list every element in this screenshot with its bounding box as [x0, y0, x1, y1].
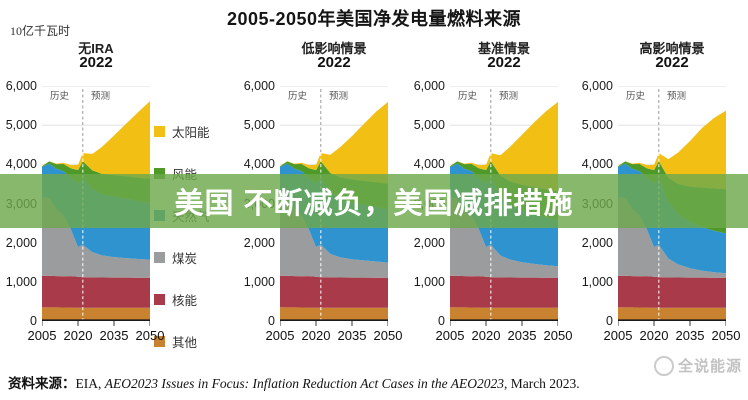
legend-item-nuclear: 核能: [154, 290, 230, 309]
x-tick-label: 2050: [711, 328, 741, 343]
y-tick-label: 1,000: [413, 274, 445, 289]
x-tick-label: 2050: [135, 328, 165, 343]
x-tick-label: 2005: [435, 328, 465, 343]
source-suffix: , March 2023.: [503, 376, 580, 391]
x-tick-label: 2020: [471, 328, 501, 343]
y-tick-label: 2,000: [243, 235, 275, 250]
y-tick-label: 1,000: [581, 274, 613, 289]
y-tick-label: 1,000: [5, 274, 37, 289]
forecast-label: 预测: [91, 91, 111, 102]
y-tick-label: 4,000: [581, 157, 613, 172]
legend-label: 煤炭: [172, 252, 198, 266]
x-axis-labels: 2005 2020 2035 2050: [266, 328, 403, 344]
y-tick-label: 4,000: [243, 157, 275, 172]
source-prefix: 资料来源：: [8, 376, 76, 391]
forecast-label: 预测: [329, 91, 349, 102]
y-tick-label: 4,000: [413, 157, 445, 172]
panel-subtitle-year: 2022: [655, 54, 689, 71]
panel-subtitle-year: 2022: [487, 54, 521, 71]
y-tick-label: 0: [30, 314, 37, 328]
history-label: 历史: [458, 91, 478, 102]
y-tick-label: 6,000: [413, 79, 445, 93]
watermark-logo-icon: [653, 355, 674, 376]
x-tick-label: 2050: [373, 328, 403, 343]
y-tick-label: 5,000: [581, 118, 613, 133]
x-tick-label: 2035: [675, 328, 705, 343]
y-tick-label: 5,000: [243, 118, 275, 133]
other-swatch-icon: [154, 336, 165, 347]
legend-label: 其他: [172, 336, 198, 350]
panel-title: 无IRA: [78, 41, 114, 56]
history-label: 历史: [288, 91, 308, 102]
legend-item-coal: 煤炭: [154, 248, 230, 267]
y-tick-label: 6,000: [5, 79, 37, 93]
panel-subtitle-year: 2022: [79, 54, 113, 71]
watermark-text: 全说能源: [677, 358, 742, 375]
legend-item-other: 其他: [154, 332, 230, 351]
x-tick-label: 2050: [543, 328, 573, 343]
y-tick-label: 0: [268, 314, 275, 328]
x-tick-label: 2020: [639, 328, 669, 343]
panel-subtitle-year: 2022: [317, 54, 351, 71]
x-tick-label: 2020: [301, 328, 331, 343]
wind-swatch-icon: [154, 168, 165, 179]
history-label: 历史: [50, 91, 70, 102]
panel-title: 高影响情景: [639, 41, 705, 56]
panel-title: 低影响情景: [301, 41, 367, 56]
x-tick-label: 2035: [507, 328, 537, 343]
legend-item-solar: 太阳能: [154, 122, 230, 141]
forecast-label: 预测: [667, 91, 687, 102]
overlay-banner-text: 美国 不断减负，美国减排措施: [174, 188, 574, 220]
x-tick-label: 2005: [265, 328, 295, 343]
x-tick-label: 2020: [63, 328, 93, 343]
x-tick-label: 2035: [337, 328, 367, 343]
x-tick-label: 2035: [99, 328, 129, 343]
y-tick-label: 0: [606, 314, 613, 328]
nuclear-swatch-icon: [154, 294, 165, 305]
history-label: 历史: [626, 91, 646, 102]
page-title: 2005-2050年美国净发电量燃料来源: [226, 9, 522, 29]
source-italic-title: AEO2023 Issues in Focus: Inflation Reduc…: [104, 376, 504, 391]
forecast-label: 预测: [499, 91, 519, 102]
y-tick-label: 2,000: [5, 235, 37, 250]
x-axis-labels: 2005 2020 2035 2050: [436, 328, 573, 344]
overlay-banner: 美国 不断减负，美国减排措施: [0, 174, 748, 228]
legend-label: 太阳能: [172, 126, 210, 140]
coal-swatch-icon: [154, 252, 165, 263]
solar-swatch-icon: [154, 126, 165, 137]
source-citation: 资料来源：EIA, AEO2023 Issues in Focus: Infla…: [8, 372, 580, 392]
x-tick-label: 2005: [603, 328, 633, 343]
y-tick-label: 4,000: [5, 157, 37, 172]
watermark: 全说能源: [653, 355, 742, 376]
y-tick-label: 0: [438, 314, 445, 328]
y-tick-label: 6,000: [243, 79, 275, 93]
panel-title: 基准情景: [477, 41, 530, 56]
x-axis-labels: 2005 2020 2035 2050: [28, 328, 165, 344]
source-normal: EIA,: [75, 376, 105, 391]
legend-label: 核能: [172, 294, 198, 308]
y-tick-label: 2,000: [413, 235, 445, 250]
y-tick-label: 5,000: [5, 118, 37, 133]
x-axis-labels: 2005 2020 2035 2050: [604, 328, 741, 344]
x-tick-label: 2005: [27, 328, 57, 343]
y-tick-label: 5,000: [413, 118, 445, 133]
y-axis-unit-label: 10亿千瓦时: [10, 24, 71, 38]
y-tick-label: 2,000: [581, 235, 613, 250]
y-tick-label: 1,000: [243, 274, 275, 289]
y-tick-label: 6,000: [581, 79, 613, 93]
